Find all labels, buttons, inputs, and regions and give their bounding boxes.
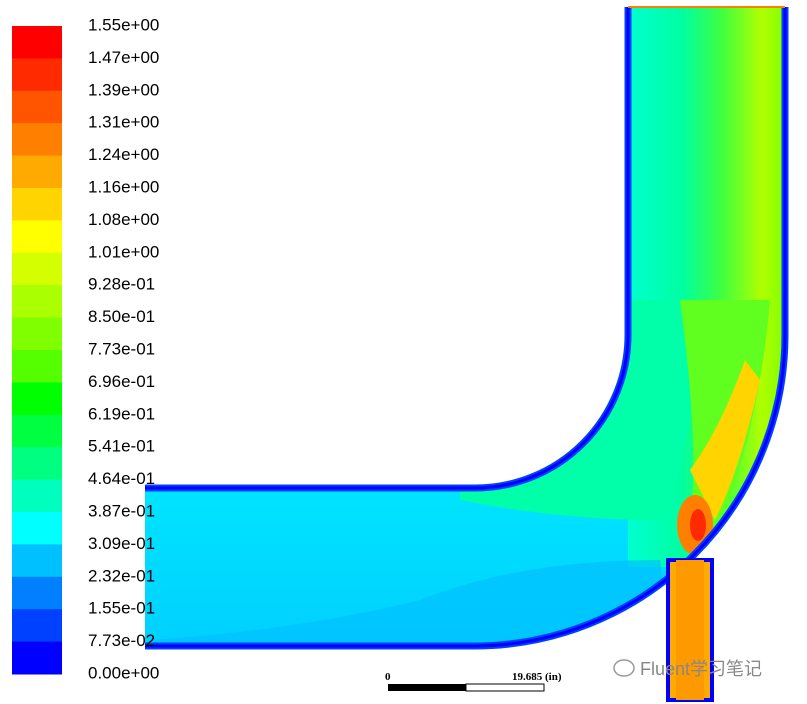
colorbar-band [12, 58, 62, 92]
scale-end: 19.685 (in) [512, 671, 562, 683]
colorbar-label: 4.64e-01 [88, 469, 155, 488]
colorbar-band [12, 447, 62, 481]
scale-start: 0 [385, 671, 391, 683]
colorbar-label: 6.96e-01 [88, 372, 155, 391]
geometry [145, 6, 789, 702]
colorbar-band [12, 512, 62, 545]
colorbar-label: 8.50e-01 [88, 307, 155, 326]
colorbar-label: 1.24e+00 [88, 145, 159, 164]
scale-bar: 0 19.685 (in) [385, 671, 562, 692]
colorbar-label: 1.39e+00 [88, 80, 159, 99]
colorbar-label: 0.00e+00 [88, 663, 159, 682]
colorbar-band [12, 188, 62, 221]
colorbar-band [12, 641, 62, 675]
colorbar: 1.55e+00 1.47e+00 1.39e+00 1.31e+00 1.24e+00… [12, 15, 159, 682]
colorbar-label: 1.16e+00 [88, 177, 159, 196]
watermark-text: Fluent学习笔记 [640, 659, 762, 679]
colorbar-label: 7.73e-02 [88, 631, 155, 650]
colorbar-label: 1.55e+00 [88, 15, 159, 34]
colorbar-label: 6.19e-01 [88, 404, 155, 423]
colorbar-label: 1.31e+00 [88, 113, 159, 132]
colorbar-label: 2.32e-01 [88, 566, 155, 585]
colorbar-band [12, 317, 62, 351]
colorbar-band [12, 576, 62, 610]
colorbar-band [12, 220, 62, 254]
colorbar-band [12, 414, 62, 448]
colorbar-label: 3.87e-01 [88, 501, 155, 520]
colorbar-label: 1.01e+00 [88, 242, 159, 261]
colorbar-label: 1.47e+00 [88, 48, 159, 67]
colorbar-band [12, 382, 62, 416]
colorbar-label: 7.73e-01 [88, 339, 155, 358]
colorbar-band [12, 285, 62, 319]
colorbar-band [12, 155, 62, 189]
colorbar-band [12, 479, 62, 513]
colorbar-band [12, 609, 62, 643]
colorbar-band [12, 544, 62, 578]
colorbar-band [12, 252, 62, 286]
colorbar-label: 3.09e-01 [88, 534, 155, 553]
watermark: Fluent学习笔记 [613, 659, 762, 679]
colorbar-label: 9.28e-01 [88, 275, 155, 294]
colorbar-label: 1.08e+00 [88, 210, 159, 229]
colorbar-label: 1.55e-01 [88, 599, 155, 618]
colorbar-label: 5.41e-01 [88, 437, 155, 456]
colorbar-band [12, 90, 62, 124]
colorbar-band [12, 350, 62, 383]
colorbar-band [12, 123, 62, 157]
colorbar-band [12, 26, 62, 59]
